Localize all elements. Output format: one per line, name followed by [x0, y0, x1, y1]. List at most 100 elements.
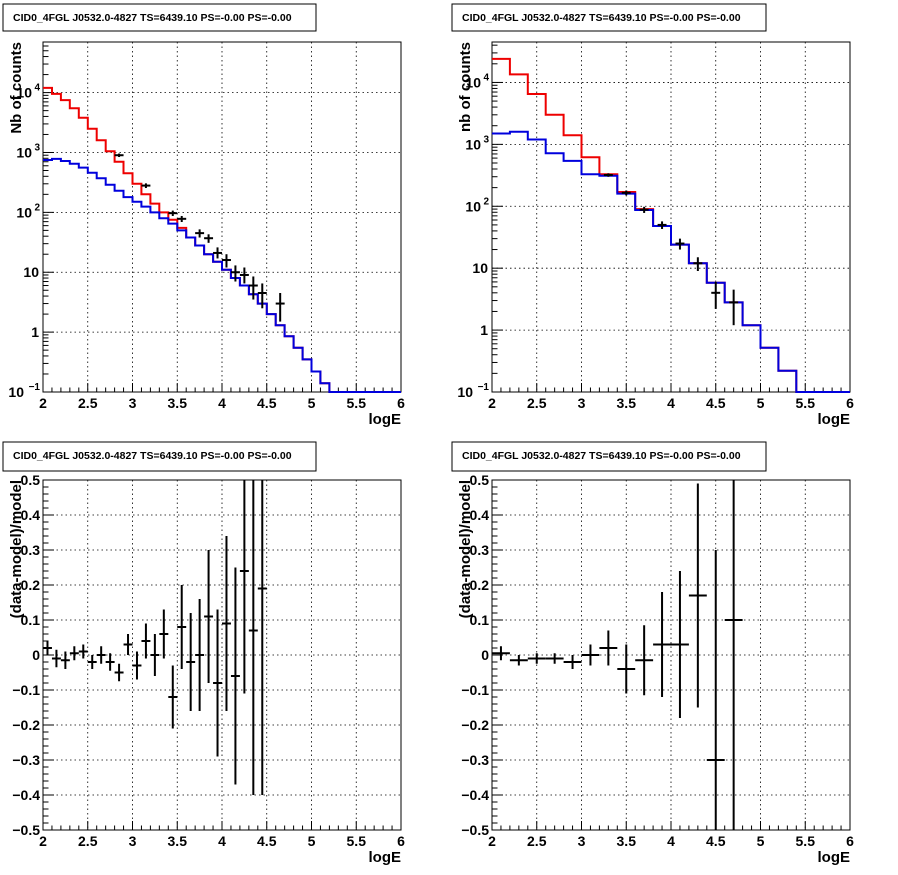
y-tick-label: 10 [457, 384, 473, 400]
data-point [204, 550, 214, 683]
data-point [545, 653, 564, 664]
y-tick-label: −0.2 [461, 717, 489, 733]
data-point [509, 655, 528, 666]
data-point [635, 625, 654, 696]
x-ticks [42, 383, 402, 392]
y-tick-exponent: 2 [34, 202, 40, 213]
data-point [222, 254, 231, 268]
data-point [114, 153, 124, 158]
data-point [213, 247, 222, 259]
chart-title: CID0_4FGL J0532.0-4827 TS=6439.10 PS=-0.… [13, 12, 292, 24]
data-point [688, 483, 707, 708]
data-point [177, 585, 187, 669]
data-point [204, 234, 214, 243]
data-point [248, 276, 258, 300]
data-point [706, 550, 725, 830]
x-tick-label: 4.5 [257, 395, 277, 411]
data-point [671, 571, 689, 718]
x-tick-label: 3.5 [617, 395, 637, 411]
grid [492, 42, 850, 392]
data-point [186, 613, 196, 711]
series-line-model-total [43, 86, 401, 393]
data-point [195, 599, 205, 711]
y-tick-label: 0.4 [21, 507, 41, 523]
y-tick-exponent: 3 [483, 134, 489, 145]
y-tick-label: −0.3 [12, 752, 40, 768]
panel-1: CID0_4FGL J0532.0-4827 TS=6439.10 PS=-0.… [2, 3, 405, 428]
data-point [96, 646, 106, 664]
data-points [603, 173, 739, 326]
x-tick-label: 5 [308, 395, 316, 411]
y-tick-label: 10 [16, 204, 32, 220]
data-point [51, 649, 61, 668]
data-point [729, 289, 739, 326]
x-tick-label: 2.5 [527, 395, 547, 411]
x-tick-label: 5.5 [347, 833, 367, 849]
x-tick-label: 2 [39, 395, 47, 411]
y-tick-label: 10 [465, 74, 481, 90]
data-point [114, 663, 124, 682]
y-tick-label: −0.1 [12, 682, 40, 698]
y-ticks [43, 41, 54, 393]
data-point [639, 206, 649, 213]
data-point [150, 634, 160, 676]
y-ticks [492, 479, 503, 831]
data-point [711, 281, 721, 309]
data-point [675, 238, 685, 250]
x-tick-label: 5 [757, 833, 765, 849]
data-point [168, 665, 178, 729]
data-point [222, 536, 231, 711]
y-tick-label: 10 [472, 260, 488, 276]
panel-2: CID0_4FGL J0532.0-4827 TS=6439.10 PS=-0.… [451, 3, 854, 428]
y-tick-label: 0.4 [470, 507, 490, 523]
x-tick-label: 6 [846, 395, 854, 411]
x-axis-label: logE [369, 411, 402, 428]
title-box [2, 3, 317, 32]
y-tick-label: 10 [16, 85, 32, 101]
chart-title: CID0_4FGL J0532.0-4827 TS=6439.10 PS=-0.… [13, 450, 292, 462]
data-point [168, 210, 178, 216]
x-tick-label: 6 [846, 833, 854, 849]
y-tick-exponent: 4 [34, 83, 40, 94]
data-points [43, 480, 267, 795]
panel-3: CID0_4FGL J0532.0-4827 TS=6439.10 PS=-0.… [2, 441, 405, 866]
y-tick-label: −0.3 [461, 752, 489, 768]
data-point [653, 592, 671, 697]
x-tick-label: 3.5 [617, 833, 637, 849]
y-tick-label: 10 [23, 264, 39, 280]
y-axis-label: Nb of counts [8, 42, 25, 134]
data-point [527, 653, 546, 664]
x-tick-label: 4 [218, 833, 226, 849]
data-points [492, 480, 743, 830]
x-ticks [491, 821, 851, 830]
x-tick-label: 2 [39, 833, 47, 849]
y-tick-label: 0.3 [470, 542, 490, 558]
x-axis-label: logE [369, 849, 402, 866]
data-point [257, 283, 267, 309]
x-tick-label: 4.5 [257, 833, 277, 849]
x-ticks [42, 821, 402, 830]
grid [492, 480, 850, 830]
y-tick-exponent: −1 [478, 382, 490, 393]
panel-4: CID0_4FGL J0532.0-4827 TS=6439.10 PS=-0.… [451, 441, 854, 866]
chart-title: CID0_4FGL J0532.0-4827 TS=6439.10 PS=-0.… [462, 12, 741, 24]
data-point [141, 623, 151, 659]
data-point [239, 267, 249, 284]
title-box [451, 3, 767, 32]
data-point [603, 173, 613, 177]
data-point [693, 257, 703, 272]
y-ticks [492, 44, 503, 393]
y-tick-label: −0.1 [461, 682, 489, 698]
data-point [43, 641, 52, 655]
y-tick-label: 0.1 [470, 612, 490, 628]
y-tick-label: 1 [31, 324, 39, 340]
x-tick-label: 4 [667, 395, 675, 411]
data-point [492, 646, 510, 661]
grid [43, 42, 401, 392]
x-tick-label: 5.5 [347, 395, 367, 411]
x-tick-label: 5.5 [796, 395, 816, 411]
data-points [114, 153, 285, 322]
x-tick-label: 3 [578, 395, 586, 411]
y-axis-label: (data-model)/model [457, 480, 474, 618]
